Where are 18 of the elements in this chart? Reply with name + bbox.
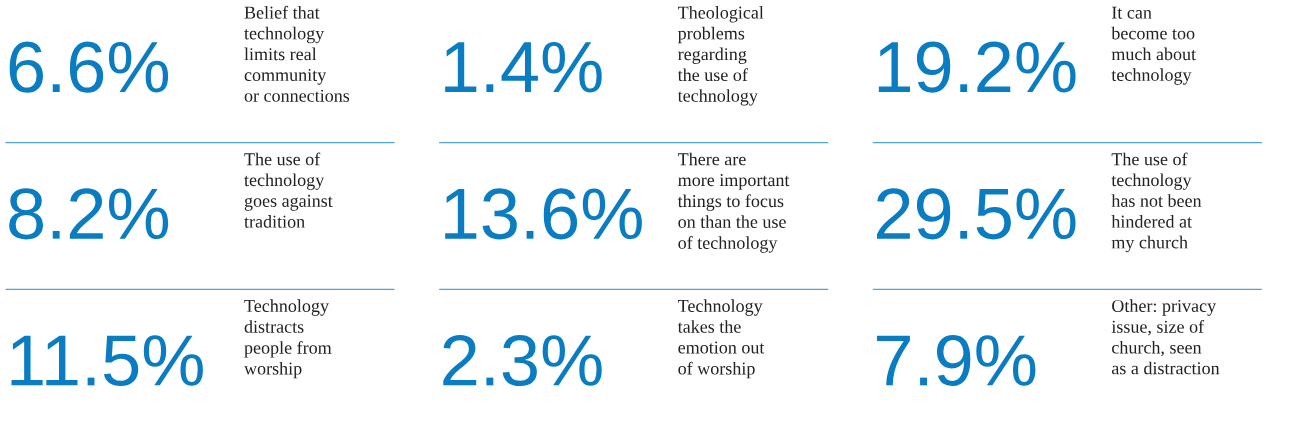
category-label: The use of technology has not been hindered at my church — [1111, 152, 1202, 253]
data-label: 19.2% — [878, 41, 1076, 93]
data-label: 8.2% — [9, 188, 169, 240]
data-label: 7.9% — [877, 334, 1036, 387]
category-label: The use of technology goes against tradition — [244, 152, 333, 228]
category-label: Belief that technology limits real community or connections — [244, 5, 350, 102]
data-label: 6.6% — [9, 41, 169, 93]
data-label: 29.5% — [876, 188, 1076, 240]
category-label: Technology distracts people from worship — [244, 299, 332, 379]
category-label: It can become too much about technology — [1111, 6, 1196, 85]
data-label: 13.6% — [445, 188, 642, 240]
data-label: 2.3% — [443, 334, 602, 387]
category-label: Technology takes the emotion out of worship — [677, 299, 765, 379]
category-label: Other: privacy issue, size of church, seen as a distraction — [1111, 299, 1220, 375]
data-label: 11.5% — [11, 335, 203, 387]
category-label: There are more important things to focus on than the use of technology — [677, 152, 790, 253]
data-label: 1.4% — [445, 41, 602, 93]
category-label: Theological problems regarding the use of technology — [677, 6, 764, 106]
